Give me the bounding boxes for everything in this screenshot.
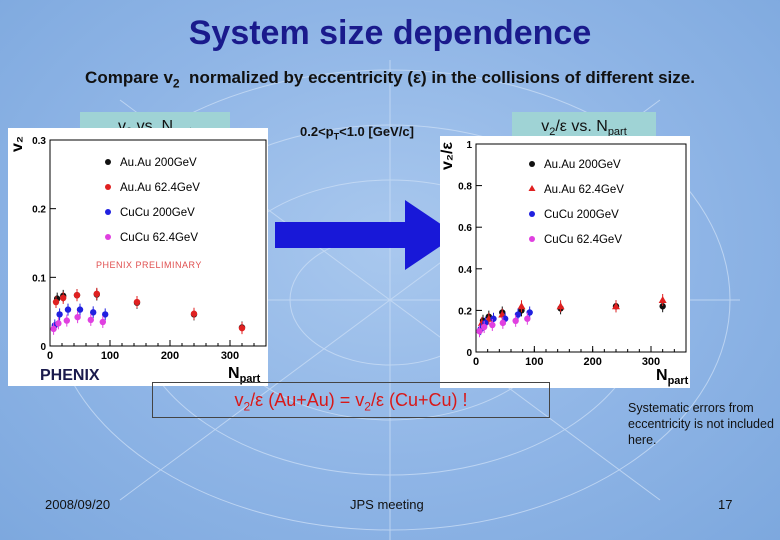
y-tick-label: 0.6 — [458, 223, 472, 234]
x-tick-label: 300 — [642, 356, 660, 368]
data-point — [490, 315, 497, 322]
data-point — [512, 317, 519, 324]
data-point — [102, 311, 109, 318]
x-tick-label: 0 — [473, 356, 479, 368]
data-point — [524, 315, 531, 322]
slide-subtitle: Compare v2 normalized by eccentricity (ε… — [85, 68, 695, 91]
legend-label: CuCu 200GeV — [120, 207, 195, 219]
data-point — [190, 310, 198, 317]
right-chart: 0 100 200 300 0 0.2 0.4 0.6 0.8 1 v₂/ε Npart Au.Au 2… — [440, 140, 689, 387]
data-point — [556, 302, 565, 310]
chart-annotation: PHENIX PRELIMINARY — [96, 260, 202, 270]
y-tick-label: 0.4 — [458, 265, 472, 276]
legend-label: Au.Au 200GeV — [544, 159, 621, 171]
y-axis-label: v₂/ε — [440, 142, 456, 170]
conclusion-box: v2/ε (Au+Au) = v2/ε (Cu+Cu) ! — [152, 382, 550, 418]
legend-marker — [529, 236, 535, 242]
x-tick-label: 200 — [161, 350, 179, 362]
y-tick-label: 0 — [40, 342, 46, 353]
data-point — [99, 318, 107, 326]
y-tick-label: 1 — [466, 140, 472, 151]
data-point — [514, 311, 522, 318]
legend-marker — [105, 234, 111, 240]
arrow-icon — [275, 200, 457, 270]
y-tick-label: 0.2 — [32, 205, 46, 216]
y-tick-label: 0.8 — [458, 182, 472, 193]
logo-text: PHENIX — [40, 367, 100, 384]
data-point — [526, 309, 533, 316]
legend-label: CuCu 62.4GeV — [120, 232, 198, 244]
data-point — [517, 302, 526, 310]
y-tick-label: 0 — [466, 348, 472, 359]
legend-marker — [105, 184, 111, 190]
data-point — [50, 325, 57, 333]
right-plot-box — [440, 136, 690, 388]
data-point — [74, 313, 81, 321]
x-tick-label: 100 — [525, 356, 543, 368]
footer-meeting: JPS meeting — [350, 497, 424, 512]
x-axis-label: Npart — [656, 367, 689, 387]
phenix-logo: PHENIX — [40, 367, 100, 385]
slide-title: System size dependence — [188, 14, 592, 52]
y-tick-label: 0.3 — [32, 136, 46, 147]
data-point — [133, 298, 141, 306]
x-tick-label: 300 — [221, 350, 239, 362]
footer-page: 17 — [718, 497, 733, 512]
data-point — [60, 294, 67, 302]
data-point — [658, 296, 667, 303]
data-point — [55, 320, 62, 327]
x-tick-label: 0 — [47, 350, 53, 362]
x-tick-label: 100 — [101, 350, 119, 362]
data-point — [64, 306, 72, 313]
data-point — [93, 290, 101, 298]
legend-label: Au.Au 62.4GeV — [120, 182, 200, 194]
data-point — [489, 321, 496, 329]
legend-marker — [529, 161, 535, 167]
data-point — [63, 317, 70, 324]
systematic-note: Systematic errors from eccentricity is n… — [628, 401, 774, 447]
legend-label: Au.Au 200GeV — [120, 157, 197, 169]
x-tick-label: 200 — [583, 356, 601, 368]
legend-label: CuCu 62.4GeV — [544, 234, 622, 246]
data-point — [87, 316, 95, 324]
data-point — [76, 306, 84, 313]
legend-label: Au.Au 62.4GeV — [544, 184, 624, 196]
data-point — [73, 291, 81, 299]
data-point — [238, 324, 246, 332]
data-point — [499, 319, 507, 327]
data-point — [659, 303, 666, 310]
footer-date: 2008/09/20 — [45, 497, 111, 512]
left-plot-box — [8, 128, 268, 386]
y-axis-label: v₂ — [9, 136, 26, 152]
legend-marker — [528, 185, 536, 191]
data-point — [52, 298, 60, 306]
y-tick-label: 0.2 — [458, 306, 472, 317]
data-point — [612, 302, 620, 310]
data-point — [476, 328, 483, 335]
legend-marker — [529, 211, 535, 217]
data-point — [480, 323, 488, 331]
data-point — [56, 311, 63, 318]
data-point — [90, 309, 97, 316]
legend-marker — [105, 159, 111, 165]
pt-range-label: 0.2<pT<1.0 [GeV/c] — [300, 124, 414, 142]
y-tick-label: 0.1 — [32, 273, 46, 284]
legend-label: CuCu 200GeV — [544, 209, 619, 221]
legend-marker — [105, 209, 111, 215]
